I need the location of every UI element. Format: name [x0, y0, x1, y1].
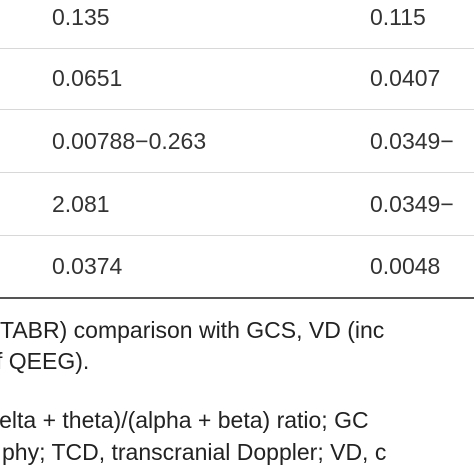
table-cell: 0.0349− [370, 128, 454, 154]
table-cell: 2.081 [52, 191, 110, 217]
row-divider [0, 48, 474, 49]
table-cell: 0.115 [370, 4, 426, 30]
caption-line: TABR) comparison with GCS, VD (inc [0, 317, 385, 343]
row-divider [0, 172, 474, 173]
table-cell: 0.0374 [52, 253, 123, 279]
table-cell: 0.0048 [370, 253, 441, 279]
row-divider [0, 297, 474, 299]
table-cell: 0.0651 [52, 65, 123, 91]
row-divider [0, 109, 474, 110]
table-cell: 0.0407 [370, 65, 441, 91]
table-cell: 0.00788−0.263 [52, 128, 207, 154]
footnote-line: phy; TCD, transcranial Doppler; VD, c [2, 439, 387, 465]
table-cell: 0.0349− [370, 191, 454, 217]
footnote-line: lelta + theta)/(alpha + beta) ratio; GC [0, 407, 369, 433]
caption-line: f QEEG). [0, 348, 90, 374]
table-cell: 0.135 [52, 4, 110, 30]
row-divider [0, 235, 474, 236]
